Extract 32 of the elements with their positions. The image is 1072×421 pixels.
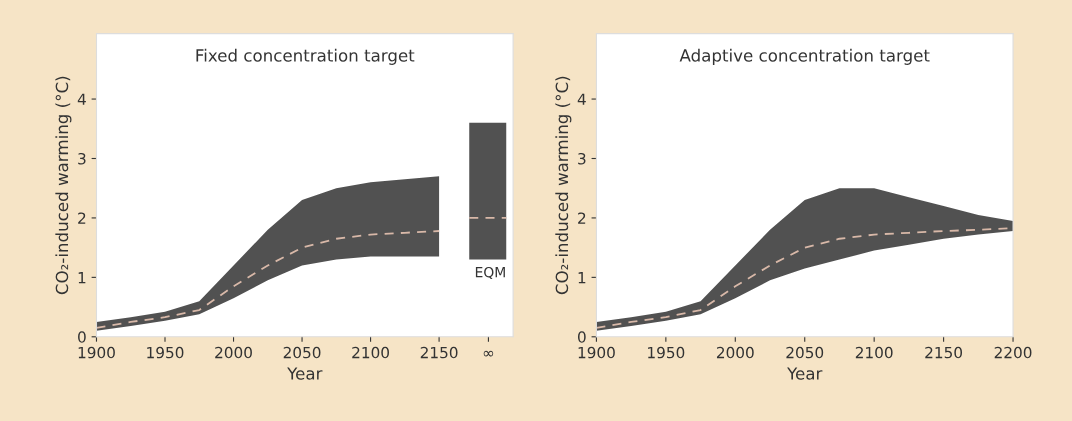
y-tick-label: 0 bbox=[577, 331, 586, 343]
x-tick-label: 1900 bbox=[78, 346, 115, 359]
x-axis-title: Year bbox=[787, 367, 823, 380]
y-tick-label: 1 bbox=[78, 272, 86, 284]
y-tick-label: 3 bbox=[78, 152, 86, 165]
text: Adaptive concentration target bbox=[679, 48, 930, 65]
x-tick-label: 2000 bbox=[215, 346, 252, 359]
x-tick-label: 2100 bbox=[352, 346, 389, 359]
y-axis-title: CO₂-induced warming (°C) bbox=[55, 76, 72, 295]
x-tick-label: 2000 bbox=[716, 346, 754, 359]
x-tick-label: 2050 bbox=[283, 346, 321, 359]
x-tick-label: ∞ bbox=[483, 350, 494, 357]
x-tick-label: 1950 bbox=[648, 346, 685, 359]
line-series bbox=[96, 230, 440, 329]
x-axis-title: Year bbox=[287, 367, 323, 380]
text: Fixed concentration target bbox=[196, 48, 415, 65]
y-tick-label: 2 bbox=[78, 212, 86, 224]
x-tick-label: 1950 bbox=[147, 346, 184, 359]
x-tick-label: 2200 bbox=[994, 346, 1032, 359]
x-tick-label: 2150 bbox=[925, 346, 963, 359]
y-tick-label: 3 bbox=[578, 152, 586, 165]
y-tick-label: 1 bbox=[578, 272, 586, 284]
y-tick-label: 4 bbox=[77, 93, 86, 105]
x-tick-label: 1900 bbox=[578, 346, 615, 359]
x-tick-label: 2050 bbox=[786, 346, 824, 359]
y-tick-label: 2 bbox=[578, 212, 586, 224]
x-tick-label: 2150 bbox=[420, 346, 458, 359]
y-axis-title: CO₂-induced warming (°C) bbox=[555, 76, 572, 295]
text: EQM bbox=[475, 266, 505, 280]
x-tick-label: 2100 bbox=[855, 346, 893, 359]
y-tick-label: 0 bbox=[78, 331, 86, 343]
y-tick-label: 4 bbox=[577, 93, 586, 105]
